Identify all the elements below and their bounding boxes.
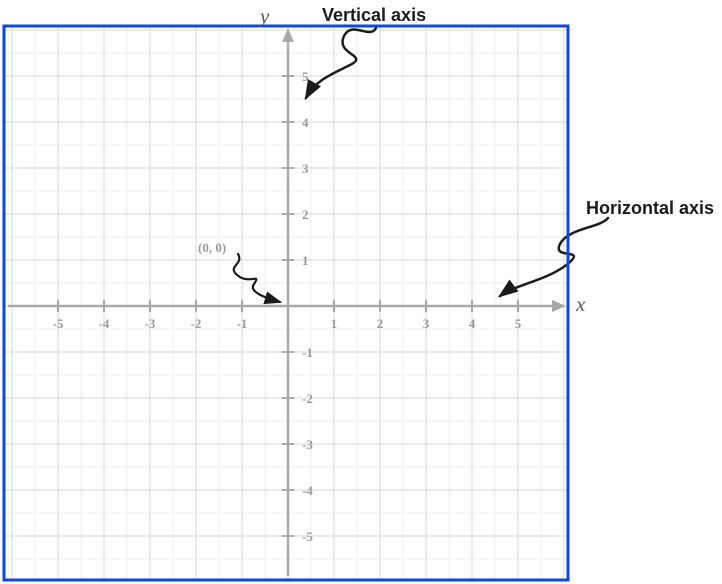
vertical-axis-annotation: Vertical axis (322, 5, 426, 26)
svg-text:-5: -5 (302, 529, 313, 544)
svg-text:-3: -3 (145, 316, 156, 331)
coordinate-plane-svg: -5 -5 -4 -4 -3 -3 -2 -2 -1 -1 1 1 2 2 3 3 4 4 5 5 (0, 0, 722, 584)
figure-container: -5 -5 -4 -4 -3 -3 -2 -2 -1 -1 1 1 2 2 3 3 4 4 5 5 y x Verti… (0, 0, 722, 584)
svg-text:5: 5 (515, 316, 522, 331)
svg-text:3: 3 (423, 316, 430, 331)
svg-text:-1: -1 (302, 345, 313, 360)
svg-text:-5: -5 (53, 316, 64, 331)
svg-text:4: 4 (469, 316, 476, 331)
y-axis-label: y (260, 4, 269, 29)
svg-text:2: 2 (377, 316, 384, 331)
svg-text:-1: -1 (237, 316, 248, 331)
svg-text:5: 5 (302, 69, 309, 84)
svg-text:1: 1 (331, 316, 338, 331)
svg-text:2: 2 (302, 207, 309, 222)
svg-text:-4: -4 (99, 316, 110, 331)
svg-text:1: 1 (302, 253, 309, 268)
svg-text:-3: -3 (302, 437, 313, 452)
svg-text:-2: -2 (302, 391, 313, 406)
svg-text:4: 4 (302, 115, 309, 130)
svg-text:-4: -4 (302, 483, 313, 498)
x-axis-label: x (576, 292, 585, 317)
svg-text:3: 3 (302, 161, 309, 176)
svg-text:-2: -2 (191, 316, 202, 331)
origin-label: (0, 0) (198, 240, 226, 256)
horizontal-axis-annotation: Horizontal axis (586, 198, 714, 219)
